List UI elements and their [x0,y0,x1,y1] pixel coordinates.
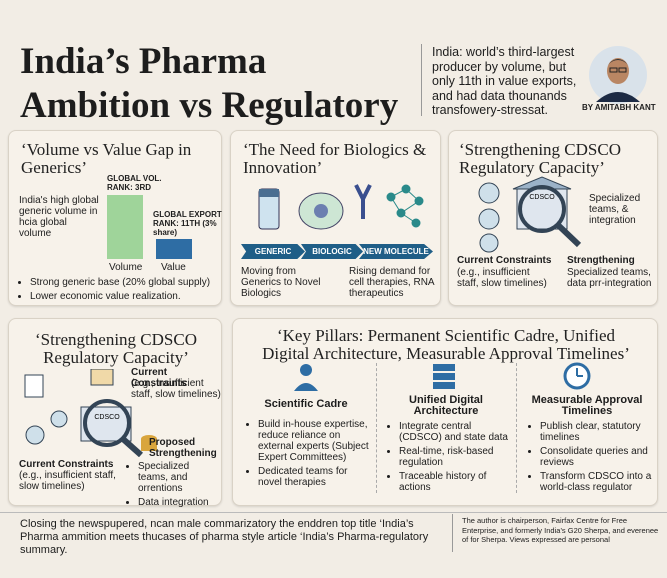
building-label: CDSCO [529,194,555,201]
panel: ‘The Need for Biologics & Innovation’ GE… [230,130,441,306]
label: Current Constraints [131,367,187,389]
divider [516,363,517,493]
author-photo [589,46,647,104]
bullet: Transform CDSCO into a world-class regul… [540,471,653,493]
bullet: Build in-house expertise, reduce relianc… [258,419,371,463]
panel-title: ‘Key Pillars: Permanent Scientific Cadre… [262,326,630,363]
panel: ‘Key Pillars: Permanent Scientific Cadre… [232,318,658,506]
building-label: CDSCO [94,414,120,421]
bullet: Consolidate queries and reviews [540,446,653,468]
column-heading: Unified Digital Architecture [409,394,483,417]
divider [421,44,422,116]
bullet: Strong generic base (20% global supply) [30,277,219,288]
divider [452,514,453,552]
column-heading: Measurable Approval Timelines [531,394,643,417]
icon [433,364,455,389]
label: (e.g., insufficient staff, slow timeline… [131,378,221,400]
value-bar [156,239,192,259]
label: Current Constraints [19,459,114,470]
icons [258,184,424,230]
label: Current Constraints [457,255,552,266]
label: Specialized teams, data prr-integration [567,267,652,289]
note: India's high global generic volume in hc… [19,195,99,239]
bar-label: Value [161,262,186,273]
bullets: Specialized teams, and orrentions Data in… [127,461,221,511]
panel-title: ‘Strengthening CDSCO Regulatory Capacity… [35,330,197,367]
rule [0,512,667,513]
panel: ‘Strengthening CDSCO Regulatory Capacity… [8,318,222,508]
panel: ‘Volume vs Value Gap in Generics’ GLOBAL… [8,130,222,306]
building-icon: CDSCO [478,176,582,253]
bullets: Build in-house expertise, reduce relianc… [247,419,371,491]
step: GENERIC [241,244,305,259]
icon [294,364,318,391]
icon [563,362,591,390]
panel-title: ‘Volume vs Value Gap in Generics’ [21,140,192,177]
bullets: Integrate central (CDSCO) and state data… [388,421,510,496]
bullets: Publish clear, statutory timelines Consol… [529,421,653,496]
bullet: Lower economic value realization. [30,291,219,302]
label: Proposed Strengthening [149,437,217,459]
bullet: Specialized teams, and orrentions [138,461,221,494]
bullet: Traceable history of actions [399,471,510,493]
label: Strengthening [567,255,635,266]
byline: BY AMITABH KANT [582,103,656,112]
volume-bar [107,195,143,259]
caption: Moving from Generics to Novel Biologics [241,266,321,299]
bullet: Publish clear, statutory timelines [540,421,653,443]
footer-note: The author is chairperson, Fairfax Centr… [462,516,659,544]
step: BIOLOGIC [301,244,363,259]
bullet: Data integration [138,497,221,508]
label: (e.g., insufficient staff, slow timeline… [19,470,116,492]
bullet: Dedicated teams for novel therapies [258,466,371,488]
label: GLOBAL EXPORT RANK: 11TH (3% share) [153,210,222,237]
label: GLOBAL VOL. RANK: 3RD [107,174,162,192]
divider [376,363,377,493]
caption: Rising demand for cell therapies, RNA th… [349,266,435,299]
panel-title: ‘Strengthening CDSCO Regulatory Capacity… [459,140,621,177]
panel: ‘Strengthening CDSCO Regulatory Capacity… [448,130,658,306]
footer-text: Closing the newspupered, ncan male comma… [20,518,429,556]
bullet: Real-time, risk-based regulation [399,446,510,468]
label: Specialized teams, & integration [589,193,641,226]
building-icon: CDSCO [24,369,157,457]
column-heading: Scientific Cadre [264,398,348,410]
bar-label: Volume [109,262,143,273]
bullets: Strong generic base (20% global supply) L… [19,277,219,305]
bullet: Integrate central (CDSCO) and state data [399,421,510,443]
summary: India: world’s third-largest producer by… [432,45,577,117]
label: (e.g., insufficient staff, slow timeline… [457,267,547,289]
panel-title: ‘The Need for Biologics & Innovation’ [243,140,427,177]
step: NEW MOLECULE [359,244,433,259]
